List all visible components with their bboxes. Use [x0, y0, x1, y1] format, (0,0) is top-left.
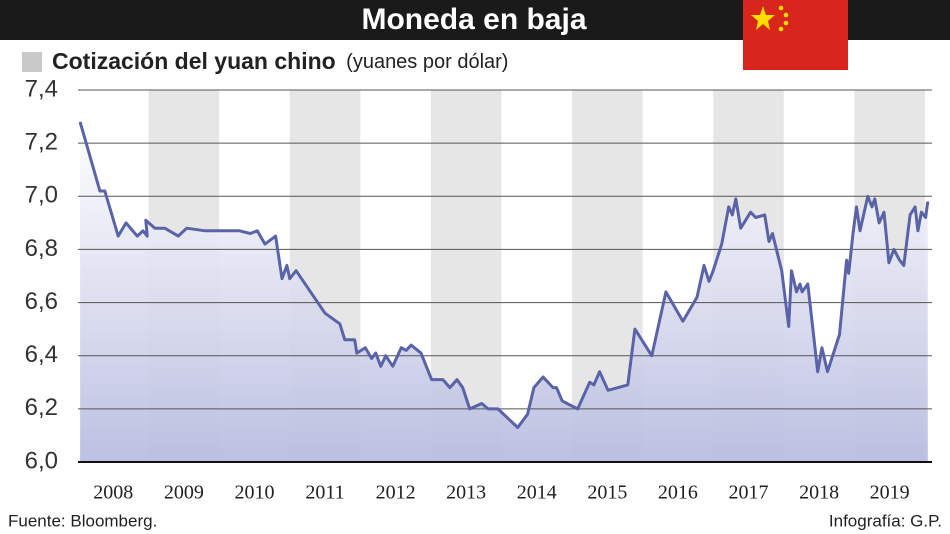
x-tick-label: 2012 — [376, 482, 416, 504]
y-tick-label: 6,6 — [25, 288, 58, 315]
chart-title: Moneda en baja — [361, 3, 586, 36]
x-tick-label: 2009 — [164, 482, 204, 504]
y-tick-label: 6,4 — [25, 341, 58, 368]
x-tick-label: 2014 — [517, 482, 557, 504]
line — [78, 121, 930, 429]
x-tick-label: 2016 — [658, 482, 698, 504]
y-tick-label: 6,2 — [25, 394, 58, 421]
subtitle-note: (yuanes por dólar) — [346, 51, 508, 73]
area — [80, 121, 928, 463]
subtitle-main: Cotización del yuan chino — [52, 48, 336, 74]
x-tick-label: 2017 — [728, 482, 768, 504]
x-tick-label: 2019 — [870, 482, 910, 504]
y-tick-label: 7,0 — [25, 182, 58, 209]
subtitle-marker — [22, 52, 42, 72]
subtitle: Cotización del yuan chino (yuanes por dó… — [52, 48, 508, 74]
y-tick-label: 7,4 — [25, 75, 58, 102]
x-tick-label: 2018 — [799, 482, 839, 504]
y-tick-label: 6,0 — [25, 447, 58, 474]
x-tick-label: 2015 — [587, 482, 627, 504]
x-tick-label: 2008 — [93, 482, 133, 504]
y-tick-label: 7,2 — [25, 128, 58, 155]
plot: 2008 2009 2010 2011 2012 2013 2014 2015 2016 2017… — [25, 75, 932, 504]
credit: Infografía: G.P. — [829, 511, 942, 530]
y-tick-label: 6,8 — [25, 235, 58, 262]
x-tick-label: 2013 — [446, 482, 486, 504]
x-tick-label: 2011 — [305, 482, 344, 504]
source: Fuente: Bloomberg. — [8, 511, 157, 530]
flag — [743, 0, 848, 70]
x-tick-label: 2010 — [234, 482, 274, 504]
